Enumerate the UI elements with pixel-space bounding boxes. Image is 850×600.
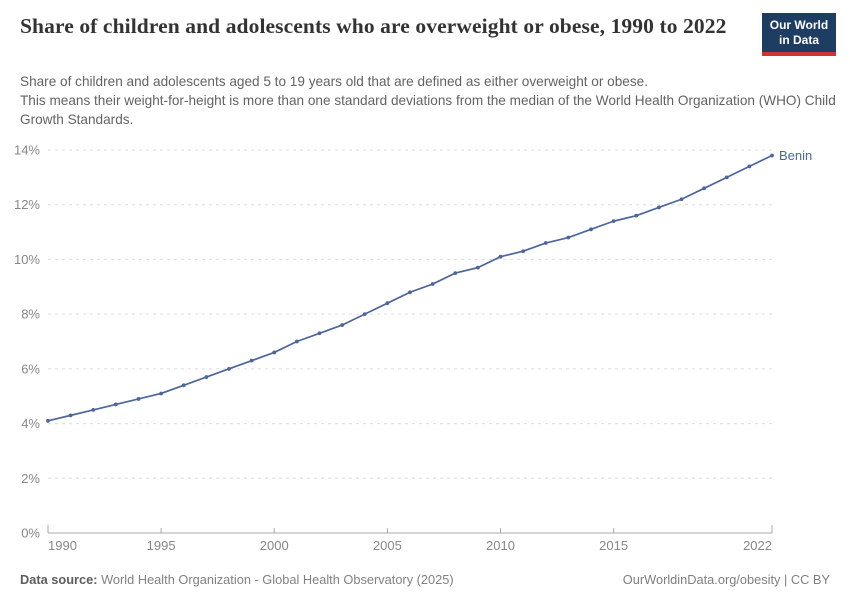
data-point-1995[interactable] (159, 391, 164, 396)
chart-subtitle: Share of children and adolescents aged 5… (20, 73, 840, 129)
data-point-2005[interactable] (385, 301, 390, 306)
chart-subtitle-line2: This means their weight-for-height is mo… (20, 92, 836, 127)
x-tick-label-2010: 2010 (486, 538, 515, 553)
data-source-value: World Health Organization - Global Healt… (97, 572, 454, 587)
data-point-2018[interactable] (679, 197, 684, 202)
y-tick-label-8: 8% (21, 307, 40, 322)
data-point-1990[interactable] (46, 418, 50, 423)
data-source-label: Data source: (20, 572, 98, 587)
data-point-1996[interactable] (181, 383, 186, 388)
x-tick-label-1990: 1990 (48, 538, 77, 553)
x-tick-label-1995: 1995 (147, 538, 176, 553)
data-point-2020[interactable] (724, 175, 729, 180)
chart-title: Share of children and adolescents who ar… (20, 14, 727, 38)
data-point-2007[interactable] (430, 282, 435, 286)
owid-logo: Our World in Data (762, 13, 836, 56)
owid-logo-line2: in Data (778, 33, 819, 47)
x-tick-label-2015: 2015 (599, 538, 628, 553)
data-point-2004[interactable] (362, 312, 367, 317)
data-point-1998[interactable] (227, 366, 231, 371)
data-point-2001[interactable] (294, 339, 299, 344)
data-point-2000[interactable] (272, 350, 277, 355)
x-tick-label-2022: 2022 (743, 538, 772, 553)
data-point-2014[interactable] (589, 227, 593, 232)
data-point-2022[interactable] (770, 153, 774, 158)
x-tick-label-2000: 2000 (260, 538, 289, 553)
y-tick-label-2: 2% (21, 471, 40, 486)
data-point-1994[interactable] (136, 397, 141, 401)
y-tick-label-10: 10% (14, 252, 40, 267)
data-point-1992[interactable] (91, 407, 96, 412)
data-point-2021[interactable] (747, 164, 752, 169)
data-point-2003[interactable] (340, 323, 345, 327)
x-tick-label-2005: 2005 (373, 538, 402, 553)
data-point-2016[interactable] (634, 213, 639, 218)
chart-footer: Data source: World Health Organization -… (20, 572, 830, 589)
data-point-2009[interactable] (475, 265, 480, 270)
data-point-1993[interactable] (113, 402, 118, 407)
data-point-2015[interactable] (611, 219, 616, 224)
credit-link[interactable]: OurWorldinData.org/obesity | CC BY (622, 572, 830, 587)
series-label-benin[interactable]: Benin (779, 148, 812, 163)
line-chart-svg: 0% 2% 4% 6% 8% 10% 12% 14% 1990 1995 2000 2005 2010 2… (14, 143, 812, 554)
y-tick-label-12: 12% (14, 197, 40, 212)
y-tick-label-4: 4% (21, 416, 40, 431)
data-point-2012[interactable] (543, 241, 548, 245)
data-point-1999[interactable] (249, 358, 254, 363)
line-chart: 0% 2% 4% 6% 8% 10% 12% 14% 1990 1995 2000 2005 2010 2… (0, 140, 850, 560)
data-point-1997[interactable] (204, 375, 209, 379)
data-point-2006[interactable] (408, 290, 412, 295)
y-tick-label-14: 14% (14, 143, 40, 158)
series-line-benin[interactable] (47, 154, 773, 422)
data-source-line: Data source: World Health Organization -… (20, 572, 454, 587)
data-point-2011[interactable] (521, 249, 526, 254)
data-point-2002[interactable] (317, 331, 322, 336)
data-point-2010[interactable] (498, 254, 503, 259)
y-tick-label-0: 0% (21, 526, 40, 541)
data-point-2008[interactable] (453, 271, 458, 276)
chart-subtitle-line1: Share of children and adolescents aged 5… (20, 74, 648, 89)
data-point-2019[interactable] (702, 186, 707, 191)
data-point-2017[interactable] (656, 205, 661, 210)
y-tick-label-6: 6% (21, 361, 40, 376)
data-point-2013[interactable] (566, 235, 571, 240)
data-point-1991[interactable] (68, 413, 73, 418)
owid-logo-line1: Our World (769, 18, 829, 32)
